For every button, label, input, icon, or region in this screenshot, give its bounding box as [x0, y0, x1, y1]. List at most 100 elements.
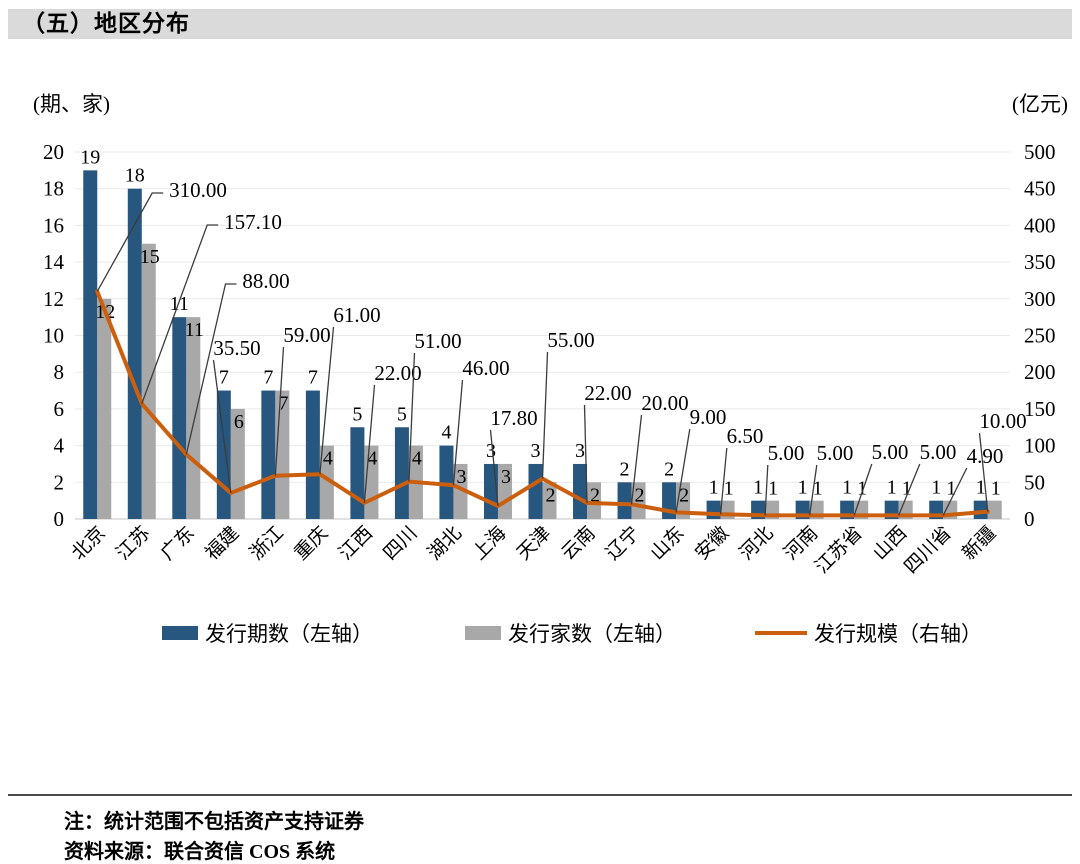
issue-periods-value-label: 1 — [753, 477, 763, 499]
issuer-count-value-label: 7 — [278, 393, 288, 415]
category-label: 安徽 — [691, 522, 733, 564]
right-axis-tick: 450 — [1024, 177, 1056, 201]
right-axis-unit-label: (亿元) — [1012, 92, 1068, 116]
category-label: 江苏省 — [811, 522, 867, 578]
right-axis-tick: 350 — [1024, 250, 1056, 274]
left-axis-tick: 20 — [43, 140, 64, 164]
scale-annotation-label: 17.80 — [490, 406, 537, 430]
scale-annotation-label: 59.00 — [283, 323, 330, 347]
scale-annotation-label: 5.00 — [920, 440, 957, 464]
bar-issue-periods — [127, 188, 142, 519]
issue-periods-value-label: 3 — [486, 440, 496, 462]
annotation-leader-line — [630, 414, 643, 505]
scale-annotation-label: 4.90 — [967, 444, 1004, 468]
scale-annotation-label: 55.00 — [547, 328, 594, 352]
scale-annotation-label: 310.00 — [169, 178, 227, 202]
annotation-leader-line — [675, 428, 691, 513]
scale-annotation-label: 35.50 — [213, 336, 260, 360]
bar-issue-periods — [216, 390, 231, 519]
bar-issue-periods — [706, 500, 721, 519]
scale-annotation-label: 9.00 — [690, 405, 727, 429]
issue-periods-value-label: 5 — [352, 403, 362, 425]
left-axis-tick: 12 — [43, 287, 64, 311]
issue-periods-value-label: 7 — [308, 367, 318, 389]
bar-issue-periods — [573, 463, 588, 519]
issue-periods-value-label: 1 — [798, 477, 808, 499]
bar-issuer-count — [186, 317, 201, 519]
issue-periods-value-label: 1 — [887, 477, 897, 499]
category-label: 新疆 — [958, 522, 1000, 564]
scale-annotation-label: 5.00 — [872, 440, 909, 464]
bar-issue-periods — [350, 427, 365, 519]
scale-annotation-label: 46.00 — [462, 356, 509, 380]
right-axis-tick: 300 — [1024, 287, 1056, 311]
left-axis-tick: 10 — [43, 324, 64, 348]
left-axis-tick: 14 — [43, 250, 65, 274]
right-axis-tick: 250 — [1024, 324, 1056, 348]
issuer-count-value-label: 1 — [902, 478, 912, 500]
left-axis-tick: 0 — [54, 507, 65, 531]
annotation-leader-line — [583, 404, 588, 503]
footer-divider — [8, 794, 1072, 796]
category-label: 云南 — [557, 522, 599, 564]
annotation-leader-line — [978, 432, 989, 512]
scale-annotation-label: 10.00 — [979, 409, 1026, 433]
left-axis-unit-label: (期、家) — [33, 92, 110, 116]
bar-issuer-count — [141, 243, 156, 519]
left-axis-tick: 4 — [54, 434, 65, 458]
category-label: 浙江 — [245, 522, 287, 564]
issue-periods-value-label: 7 — [219, 367, 229, 389]
issue-periods-value-label: 1 — [976, 477, 986, 499]
source-note: 资料来源：联合资信 COS 系统 — [64, 841, 336, 863]
category-label: 天津 — [513, 522, 555, 564]
left-axis-tick: 8 — [54, 360, 65, 384]
scale-annotation-label: 157.10 — [224, 210, 282, 234]
section-title-band: （五）地区分布 — [8, 9, 1072, 39]
bar-issue-periods — [261, 390, 276, 519]
bar-issuer-count — [542, 482, 557, 519]
legend-swatch-issue-periods — [162, 626, 198, 640]
category-label: 湖北 — [424, 522, 466, 564]
issuer-count-value-label: 1 — [857, 478, 867, 500]
issuer-count-value-label: 1 — [768, 478, 778, 500]
issuer-count-value-label: 15 — [140, 246, 160, 268]
category-label: 河北 — [735, 522, 777, 564]
scale-annotation-label: 20.00 — [641, 391, 688, 415]
annotation-leader-line — [489, 429, 499, 506]
issue-periods-value-label: 3 — [575, 440, 585, 462]
annotation-leader-line — [808, 464, 818, 516]
category-label: 江西 — [335, 522, 377, 564]
section-title: （五）地区分布 — [22, 11, 190, 36]
legend-label-issuance-scale: 发行规模（右轴） — [814, 622, 982, 646]
right-axis-tick: 0 — [1024, 507, 1035, 531]
scale-annotation-label: 6.50 — [727, 424, 764, 448]
category-label: 江苏 — [112, 522, 154, 564]
category-label: 辽宁 — [602, 522, 644, 564]
bar-issue-periods — [973, 500, 988, 519]
bar-issuer-count — [97, 298, 112, 519]
bar-issuer-count — [631, 482, 646, 519]
issuer-count-value-label: 2 — [590, 484, 600, 506]
issue-periods-value-label: 5 — [397, 403, 407, 425]
annotation-leader-line — [719, 447, 728, 515]
annotation-leader-line — [408, 352, 416, 482]
bar-issue-periods — [83, 170, 98, 519]
issuer-count-value-label: 6 — [234, 411, 244, 433]
annotation-leader-line — [274, 346, 285, 476]
right-axis-tick: 150 — [1024, 397, 1056, 421]
annotation-leader-line — [185, 283, 237, 455]
left-axis-tick: 2 — [54, 470, 65, 494]
issue-periods-value-label: 4 — [441, 422, 451, 444]
bar-issue-periods — [172, 317, 187, 519]
bar-issue-periods — [394, 427, 409, 519]
legend-label-issue-periods: 发行期数（左轴） — [205, 622, 373, 646]
legend-swatch-issuer-count — [465, 626, 501, 640]
right-axis-tick: 400 — [1024, 213, 1056, 237]
category-label: 福建 — [201, 522, 243, 564]
issue-periods-value-label: 18 — [125, 165, 145, 187]
issue-periods-value-label: 19 — [80, 146, 100, 168]
category-label: 四川 — [380, 523, 422, 565]
issue-periods-value-label: 1 — [842, 477, 852, 499]
bar-issuer-count — [453, 463, 468, 519]
